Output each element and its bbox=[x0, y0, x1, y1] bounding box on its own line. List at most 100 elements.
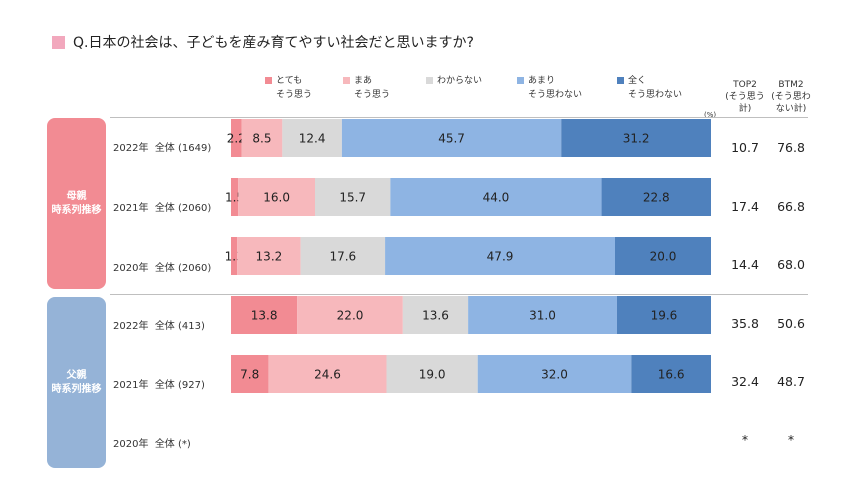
legend-label-line2: そう思わない bbox=[628, 90, 683, 100]
bar-value-label: 22.0 bbox=[337, 309, 364, 323]
bar-value-label: 20.0 bbox=[650, 250, 677, 264]
bar-segment-not-at-all bbox=[601, 178, 711, 216]
question-title: Q.日本の社会は、子どもを産み育てやすい社会だと思いますか? bbox=[52, 32, 474, 52]
row-year: 2022年 bbox=[113, 321, 149, 332]
row-year: 2021年 bbox=[113, 203, 149, 214]
bar-segment-very-agree bbox=[231, 296, 298, 334]
bar-segment-not-much bbox=[341, 119, 562, 157]
legend-label: わからない bbox=[437, 76, 483, 86]
bar-segment-dont-know bbox=[315, 178, 391, 216]
mother-group-label: 母親 時系列推移 bbox=[47, 118, 106, 289]
legend-item-not-at-all: 全く そう思わない bbox=[617, 74, 682, 102]
row-sample: 全体 (2060) bbox=[154, 203, 212, 214]
row-year: 2022年 bbox=[113, 143, 149, 154]
legend-item-not-much: あまり そう思わない bbox=[517, 74, 582, 102]
bar-segment-very-agree bbox=[231, 178, 239, 216]
btm2-value: 48.7 bbox=[777, 374, 805, 389]
row-label: 2022年 全体 (1649) bbox=[113, 139, 211, 154]
legend-label-line2: そう思う bbox=[354, 90, 391, 100]
legend-item-dont-know: わからない bbox=[426, 74, 482, 88]
legend-swatch bbox=[343, 77, 350, 84]
row-label: 2020年 全体 (2060) bbox=[113, 259, 211, 274]
legend-label: とても bbox=[276, 76, 303, 86]
btm2-header: BTM2 (そう思わ ない計) bbox=[771, 80, 811, 114]
bar-value-label: 16.6 bbox=[658, 368, 685, 382]
legend-label-line2: そう思う bbox=[276, 90, 313, 100]
top2-value: 35.8 bbox=[731, 316, 759, 331]
question-text: Q.日本の社会は、子どもを産み育てやすい社会だと思いますか? bbox=[73, 35, 474, 51]
bar-segment-dont-know bbox=[386, 355, 478, 393]
bar-value-label: 2.2 bbox=[227, 132, 246, 146]
group-separator bbox=[110, 294, 808, 295]
percent-unit: (%) bbox=[704, 111, 717, 119]
bar-value-label: 45.7 bbox=[438, 132, 465, 146]
row-sample: 全体 (413) bbox=[154, 321, 205, 332]
bar-segment-very-agree bbox=[231, 237, 238, 275]
legend-label-line2: そう思わない bbox=[528, 90, 583, 100]
legend-swatch bbox=[265, 77, 272, 84]
bar-segment-very-agree bbox=[231, 119, 242, 157]
bar-value-label: 31.2 bbox=[623, 132, 650, 146]
row-sample: 全体 (1649) bbox=[154, 143, 212, 154]
bar-segment-very-agree bbox=[231, 355, 269, 393]
bar-value-label: 13.6 bbox=[422, 309, 449, 323]
row-year: 2021年 bbox=[113, 380, 149, 391]
bar-value-label: 31.0 bbox=[529, 309, 556, 323]
bar-value-label: 15.7 bbox=[339, 191, 366, 205]
row-label: 2020年 全体 (*) bbox=[113, 435, 191, 450]
father-group-label: 父親 時系列推移 bbox=[47, 297, 106, 468]
legend-label: 全く bbox=[628, 76, 647, 86]
bar-segment-dont-know bbox=[402, 296, 469, 334]
row-label: 2021年 全体 (927) bbox=[113, 376, 205, 391]
legend-swatch bbox=[617, 77, 624, 84]
bar-value-label: 24.6 bbox=[314, 368, 341, 382]
legend-label: まあ bbox=[354, 76, 373, 86]
bar-segment-not-much bbox=[385, 237, 615, 275]
bar-segment-not-much bbox=[390, 178, 602, 216]
title-marker bbox=[52, 35, 65, 49]
row-year: 2020年 bbox=[113, 439, 149, 450]
btm2-value: 76.8 bbox=[777, 140, 805, 155]
legend-label: あまり bbox=[528, 76, 556, 86]
bar-value-label: 7.8 bbox=[240, 368, 259, 382]
top2-header: TOP2 (そう思う 計) bbox=[725, 80, 765, 114]
bar-value-label: 47.9 bbox=[487, 250, 514, 264]
bar-value-label: 22.8 bbox=[643, 191, 670, 205]
bar-segment-not-at-all bbox=[561, 119, 711, 157]
bar-segment-not-at-all bbox=[631, 355, 711, 393]
btm2-value: 50.6 bbox=[777, 316, 805, 331]
bar-segment-not-at-all bbox=[616, 296, 711, 334]
bar-value-label: 32.0 bbox=[541, 368, 568, 382]
bar-value-label: 44.0 bbox=[483, 191, 510, 205]
bar-segment-somewhat-agree bbox=[268, 355, 387, 393]
bar-segment-not-at-all bbox=[615, 237, 711, 275]
legend-swatch bbox=[426, 77, 433, 84]
btm2-value: * bbox=[787, 432, 795, 447]
bar-value-label: 19.6 bbox=[651, 309, 678, 323]
bar-value-label: 12.4 bbox=[299, 132, 326, 146]
bar-segment-dont-know bbox=[282, 119, 342, 157]
top2-value: * bbox=[741, 432, 749, 447]
top-separator bbox=[110, 117, 808, 118]
bar-segment-not-much bbox=[477, 355, 632, 393]
legend-item-very-agree: とても そう思う bbox=[265, 74, 312, 102]
row-year: 2020年 bbox=[113, 263, 149, 274]
bar-segment-not-much bbox=[468, 296, 617, 334]
legend-item-somewhat-agree: まあ そう思う bbox=[343, 74, 390, 102]
btm2-value: 66.8 bbox=[777, 199, 805, 214]
bar-segment-somewhat-agree bbox=[241, 119, 283, 157]
bar-value-label: 19.0 bbox=[419, 368, 446, 382]
bar-value-label: 8.5 bbox=[252, 132, 271, 146]
row-label: 2022年 全体 (413) bbox=[113, 317, 205, 332]
legend-swatch bbox=[517, 77, 524, 84]
bar-segment-somewhat-agree bbox=[238, 178, 315, 216]
row-sample: 全体 (2060) bbox=[154, 263, 212, 274]
row-sample: 全体 (927) bbox=[154, 380, 205, 391]
btm2-value: 68.0 bbox=[777, 257, 805, 272]
bar-segment-somewhat-agree bbox=[237, 237, 301, 275]
top2-value: 32.4 bbox=[731, 374, 759, 389]
bar-segment-dont-know bbox=[300, 237, 386, 275]
row-sample: 全体 (*) bbox=[154, 439, 191, 450]
top2-value: 17.4 bbox=[731, 199, 759, 214]
